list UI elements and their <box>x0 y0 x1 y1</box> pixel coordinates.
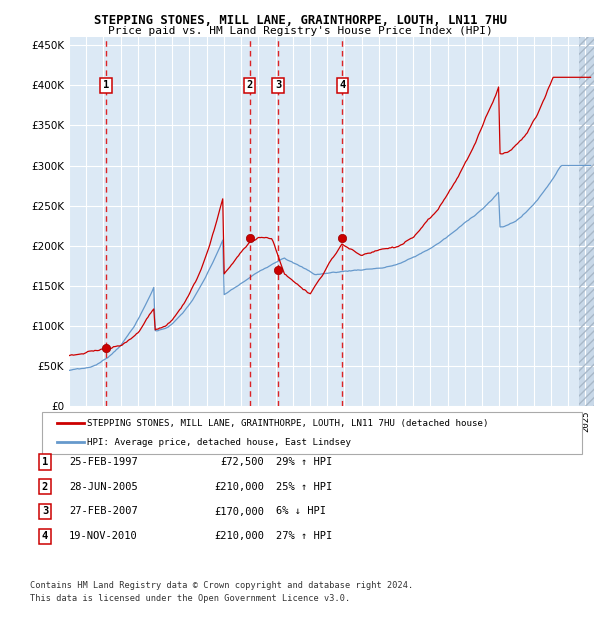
Text: 2: 2 <box>247 80 253 90</box>
Bar <box>578 37 594 406</box>
Text: 29% ↑ HPI: 29% ↑ HPI <box>276 457 332 467</box>
Text: 3: 3 <box>42 507 48 516</box>
Text: Contains HM Land Registry data © Crown copyright and database right 2024.: Contains HM Land Registry data © Crown c… <box>30 581 413 590</box>
Text: HPI: Average price, detached house, East Lindsey: HPI: Average price, detached house, East… <box>87 438 351 446</box>
Text: 4: 4 <box>42 531 48 541</box>
Text: £72,500: £72,500 <box>220 457 264 467</box>
Text: 1: 1 <box>103 80 109 90</box>
Text: STEPPING STONES, MILL LANE, GRAINTHORPE, LOUTH, LN11 7HU: STEPPING STONES, MILL LANE, GRAINTHORPE,… <box>94 14 506 27</box>
Text: 27% ↑ HPI: 27% ↑ HPI <box>276 531 332 541</box>
Text: £170,000: £170,000 <box>214 507 264 516</box>
Text: Price paid vs. HM Land Registry's House Price Index (HPI): Price paid vs. HM Land Registry's House … <box>107 26 493 36</box>
Text: £210,000: £210,000 <box>214 482 264 492</box>
Text: 1: 1 <box>42 457 48 467</box>
Text: 27-FEB-2007: 27-FEB-2007 <box>69 507 138 516</box>
Text: 19-NOV-2010: 19-NOV-2010 <box>69 531 138 541</box>
Text: 25% ↑ HPI: 25% ↑ HPI <box>276 482 332 492</box>
Text: 3: 3 <box>275 80 281 90</box>
Text: STEPPING STONES, MILL LANE, GRAINTHORPE, LOUTH, LN11 7HU (detached house): STEPPING STONES, MILL LANE, GRAINTHORPE,… <box>87 419 488 428</box>
Text: 6% ↓ HPI: 6% ↓ HPI <box>276 507 326 516</box>
Text: 4: 4 <box>339 80 346 90</box>
Text: This data is licensed under the Open Government Licence v3.0.: This data is licensed under the Open Gov… <box>30 593 350 603</box>
Text: 28-JUN-2005: 28-JUN-2005 <box>69 482 138 492</box>
Text: £210,000: £210,000 <box>214 531 264 541</box>
Bar <box>578 37 594 406</box>
Text: 25-FEB-1997: 25-FEB-1997 <box>69 457 138 467</box>
Text: 2: 2 <box>42 482 48 492</box>
